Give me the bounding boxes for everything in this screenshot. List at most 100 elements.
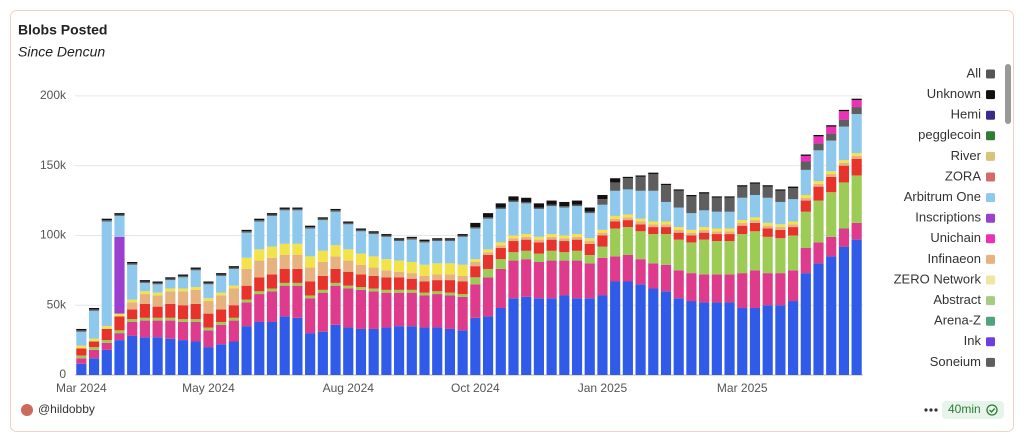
bar-segment [343, 222, 354, 225]
bar-segment [177, 321, 189, 341]
legend-swatch[interactable] [986, 213, 995, 223]
more-menu[interactable] [924, 408, 938, 412]
bar-segment [597, 199, 608, 205]
bar-segment [88, 338, 100, 342]
bar-segment [305, 225, 316, 228]
bar-segment [190, 270, 201, 288]
bar-segment [762, 273, 773, 306]
bar-segment [406, 261, 417, 274]
bar-segment [406, 236, 417, 239]
legend-swatch[interactable] [986, 151, 995, 161]
y-tick-label: 150k [40, 158, 67, 172]
bar-segment [76, 331, 87, 346]
bar-segment [419, 292, 430, 296]
bar-segment [266, 291, 278, 322]
bar-segment [546, 250, 557, 261]
bar-segment [470, 284, 481, 318]
bar-segment [88, 341, 100, 348]
bar-segment [724, 234, 735, 242]
bar-segment [216, 295, 227, 310]
bar-segment [838, 228, 850, 247]
bar-segment [228, 317, 239, 321]
bar-segment [394, 260, 405, 272]
bar-segment [203, 281, 214, 283]
bar-segment [76, 358, 87, 364]
bar-segment [368, 232, 379, 235]
legend-swatch[interactable] [986, 275, 995, 285]
bar-segment [343, 224, 354, 250]
bar-segment [508, 260, 519, 299]
bar-segment [165, 277, 176, 279]
bar-segment [495, 208, 506, 243]
bar-segment [228, 320, 239, 342]
y-tick-label: 0 [59, 367, 66, 381]
author[interactable]: @hildobby [38, 402, 95, 416]
bar-segment [203, 347, 214, 375]
legend-swatch[interactable] [986, 337, 995, 347]
bar-segment [635, 224, 646, 232]
legend-swatch[interactable] [986, 110, 995, 120]
legend-swatch[interactable] [986, 234, 995, 244]
bar-segment [724, 211, 735, 229]
bar-segment [216, 344, 227, 375]
bar-segment [711, 228, 722, 232]
legend-swatch[interactable] [986, 172, 995, 182]
bar-segment [559, 295, 570, 375]
bar-segment [711, 274, 722, 303]
bar-segment [699, 274, 710, 303]
bar-segment [838, 162, 850, 166]
bar-segment [622, 220, 633, 228]
legend-swatch[interactable] [986, 193, 995, 203]
bar-segment [216, 292, 227, 296]
bar-segment [610, 221, 621, 229]
bar-segment [622, 176, 633, 179]
legend-swatch[interactable] [986, 69, 995, 79]
bar-segment [279, 268, 290, 283]
bar-segment [673, 229, 684, 233]
refresh-badge [942, 401, 1004, 419]
bar-segment [279, 208, 290, 211]
legend-swatch[interactable] [986, 131, 995, 141]
bar-segment [648, 234, 659, 264]
bar-segment [114, 340, 125, 375]
bar-segment [101, 340, 112, 343]
bar-segment [355, 287, 367, 290]
bar-segment [762, 225, 773, 229]
bar-segment [152, 284, 163, 293]
legend-swatch[interactable] [986, 296, 995, 306]
bar-segment [394, 238, 405, 240]
bar-segment [190, 268, 201, 271]
bar-segment [216, 324, 227, 345]
legend-swatch[interactable] [986, 357, 995, 367]
bar-segment [292, 285, 303, 318]
bar-segment [686, 301, 697, 375]
bar-segment [813, 150, 824, 182]
bar-segment [127, 321, 138, 336]
bar-segment [292, 208, 303, 211]
bar-segment [584, 213, 595, 239]
bar-segment [88, 310, 100, 339]
bar-segment [495, 308, 506, 375]
y-tick-label: 200k [40, 88, 67, 102]
x-tick-label: Jan 2025 [578, 381, 628, 395]
bar-segment [648, 224, 659, 228]
bar-segment [571, 239, 583, 251]
bar-segment [394, 277, 405, 290]
bar-segment [737, 225, 748, 235]
bar-segment [775, 273, 786, 306]
legend-swatch[interactable] [986, 316, 995, 326]
bar-segment [800, 161, 811, 170]
bar-segment [838, 109, 850, 112]
bar-segment [457, 275, 468, 282]
legend-swatch[interactable] [986, 90, 995, 100]
legend-scrollbar[interactable] [1005, 64, 1011, 124]
bar-segment [749, 217, 761, 221]
bar-segment [203, 301, 214, 314]
legend-swatch[interactable] [986, 254, 995, 264]
bar-segment [508, 298, 519, 375]
bar-segment [432, 294, 443, 328]
bar-segment [152, 281, 163, 283]
bar-segment [355, 229, 367, 232]
bar-segment [533, 242, 544, 254]
bar-segment [190, 267, 201, 269]
